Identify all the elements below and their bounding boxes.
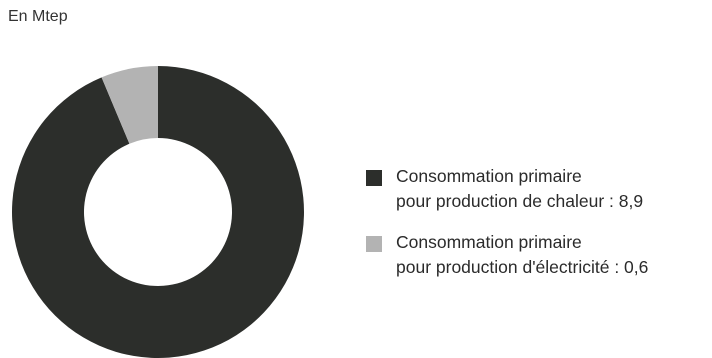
legend-swatch-heat — [366, 170, 382, 186]
donut-slice-heat — [11, 66, 304, 358]
legend-label-heat: Consommation primaire pour production de… — [396, 164, 643, 214]
legend-label-heat-line1: Consommation primaire — [396, 166, 582, 186]
legend-label-electricity-line1: Consommation primaire — [396, 232, 582, 252]
legend: Consommation primaire pour production de… — [366, 164, 706, 296]
legend-label-electricity-line2: pour production d'électricité : 0,6 — [396, 257, 649, 277]
legend-item-heat: Consommation primaire pour production de… — [366, 164, 706, 214]
legend-label-electricity: Consommation primaire pour production d'… — [396, 230, 648, 280]
legend-label-heat-line2: pour production de chaleur : 8,9 — [396, 191, 644, 211]
legend-item-electricity: Consommation primaire pour production d'… — [366, 230, 706, 280]
legend-swatch-electricity — [366, 236, 382, 252]
donut-slice-electricity — [101, 66, 158, 144]
unit-label: En Mtep — [8, 8, 68, 25]
